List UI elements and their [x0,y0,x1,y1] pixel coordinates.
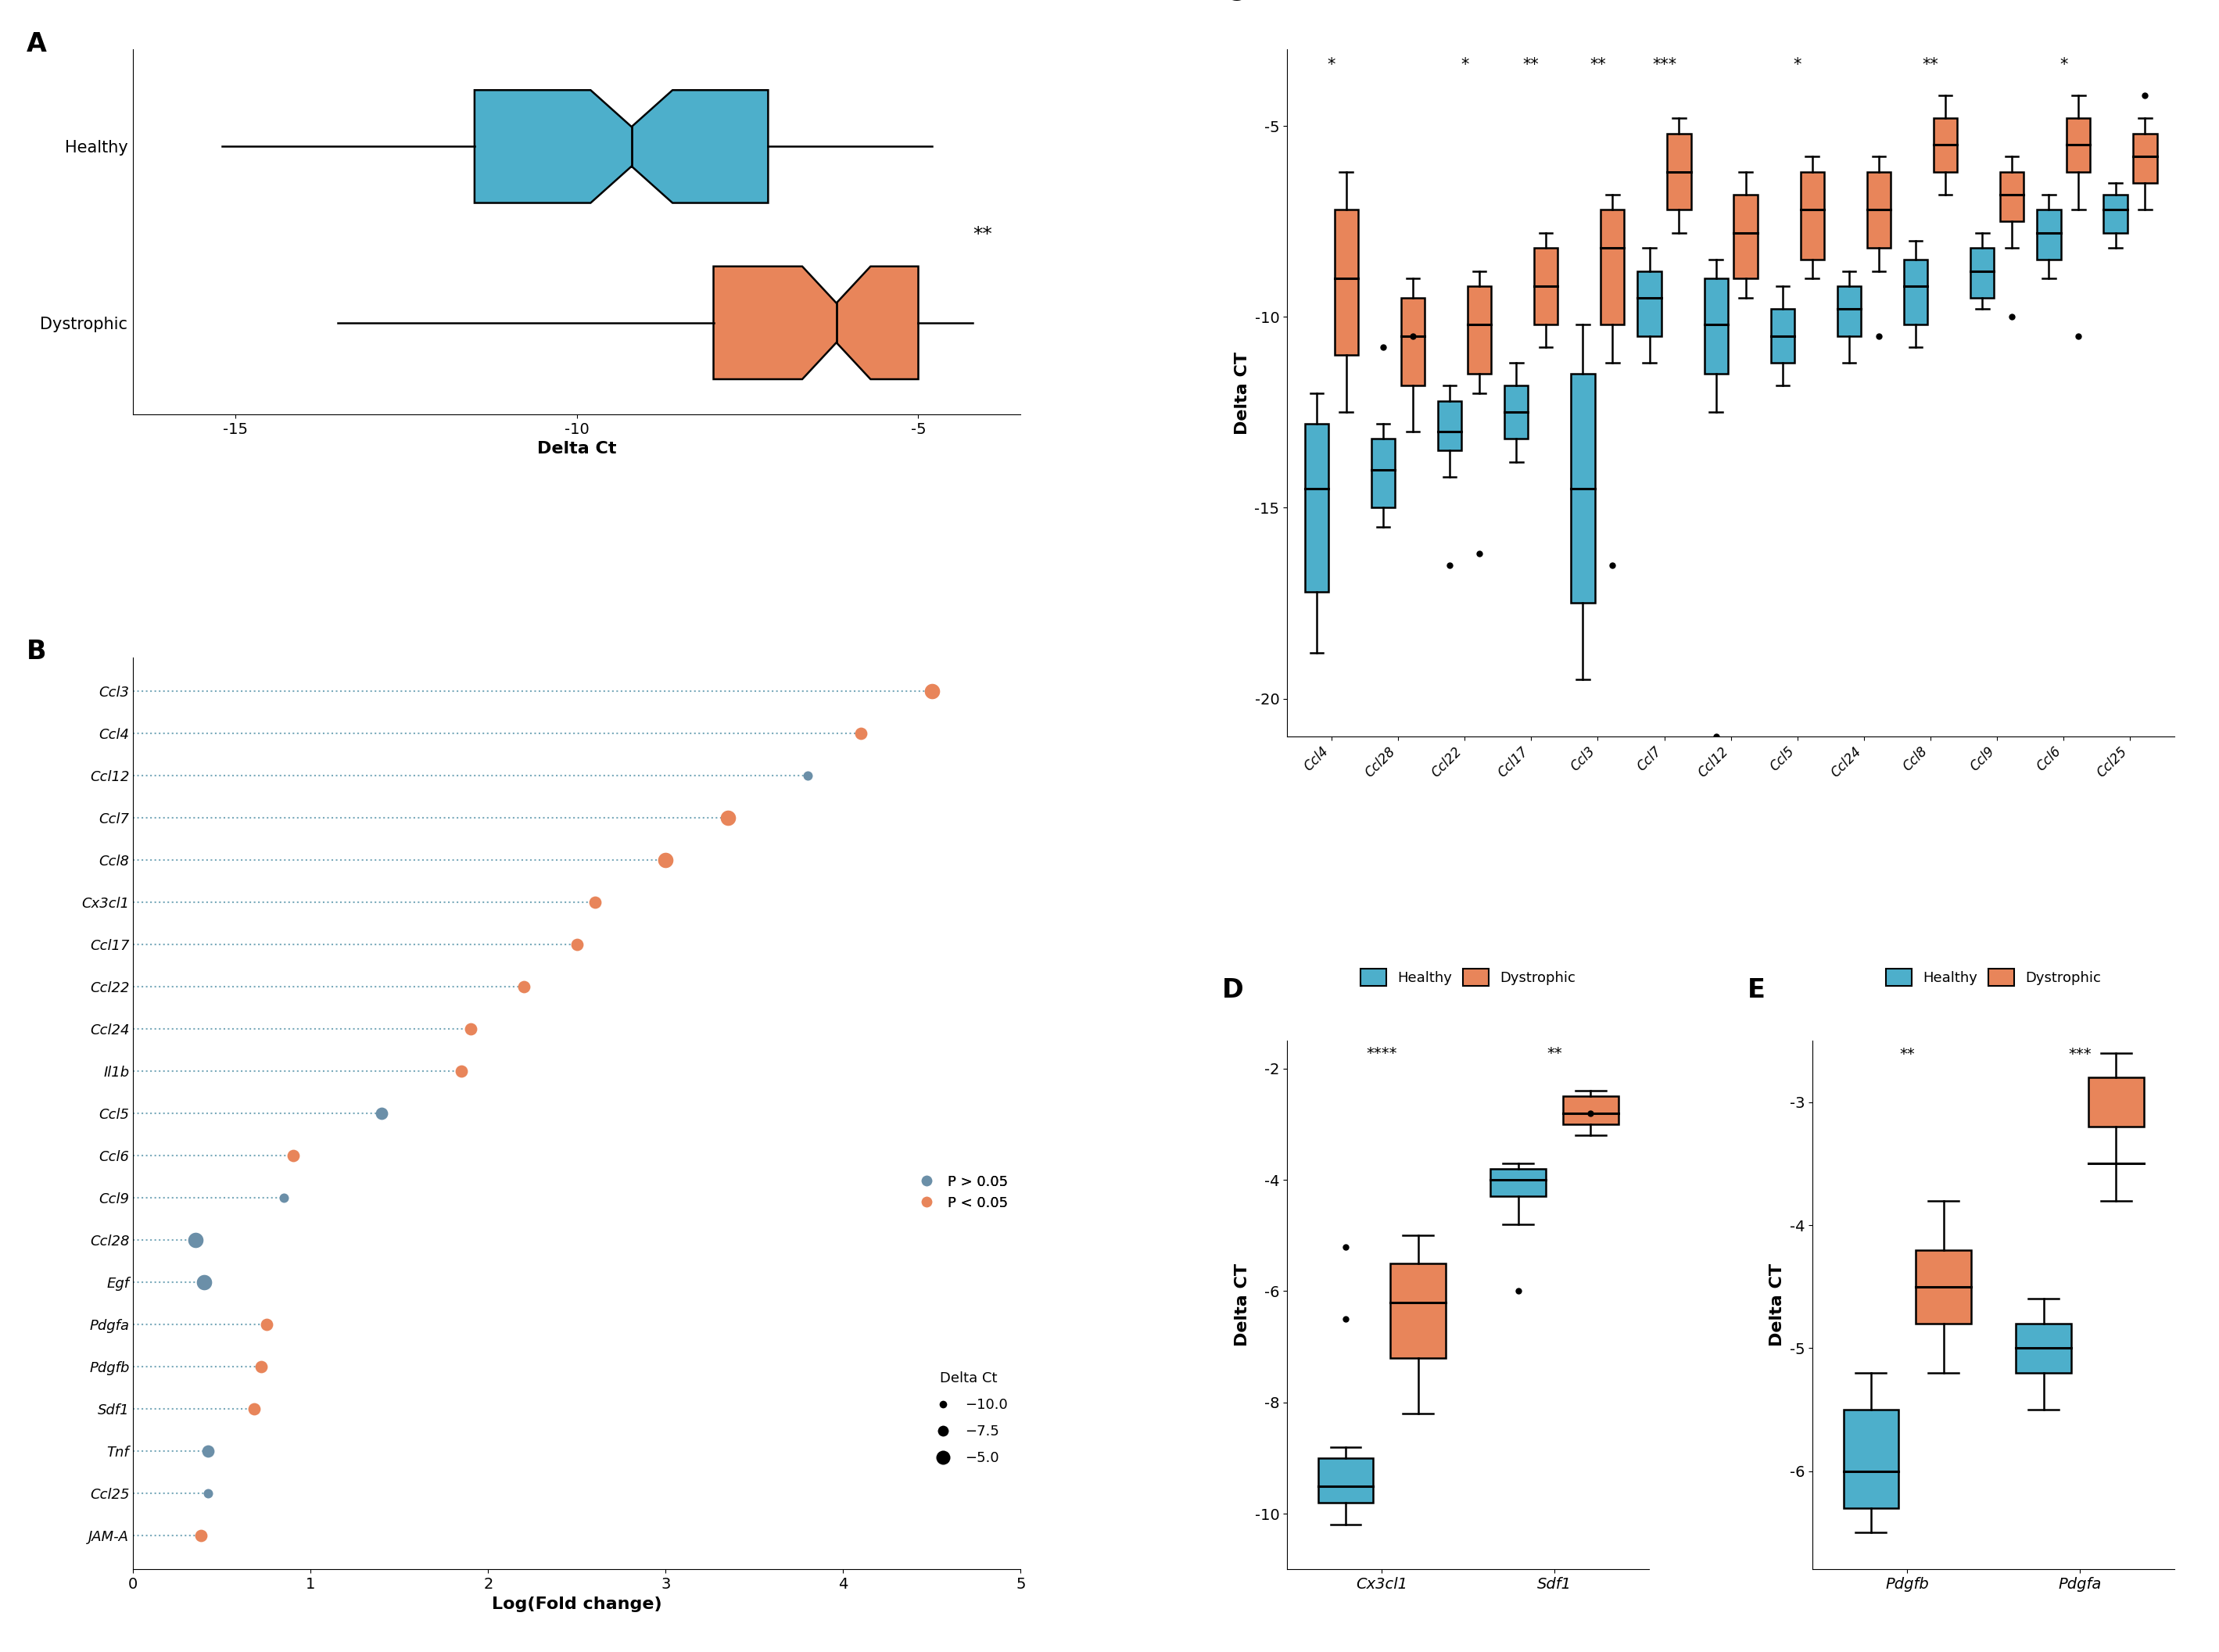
Point [244,1353,280,1379]
Point [843,720,879,747]
Point [914,677,950,704]
Y-axis label: Delta CT: Delta CT [1769,1264,1784,1346]
Bar [1334,210,1358,355]
Bar [1371,439,1396,507]
Bar [2066,119,2090,172]
Point [577,889,612,915]
Bar [1866,172,1891,248]
Bar [2104,195,2128,233]
Text: A: A [27,31,47,58]
Legend: Healthy, Dystrophic: Healthy, Dystrophic [1356,963,1582,991]
Bar [1800,172,1824,259]
Bar [1666,134,1691,210]
Text: B: B [27,639,47,664]
Bar [1844,1409,1899,1508]
Bar [1915,1251,1970,1323]
Point [453,1016,488,1042]
Bar [1933,119,1957,172]
Text: *: * [1460,58,1469,73]
Polygon shape [475,91,768,203]
Point [249,1312,284,1338]
Y-axis label: Delta CT: Delta CT [1234,1264,1249,1346]
Text: **: ** [1547,1046,1562,1061]
Bar [1533,248,1558,324]
Text: **: ** [1899,1047,1915,1062]
Text: ***: *** [2068,1047,2090,1062]
Text: ***: *** [1653,58,1675,73]
Legend: Healthy, Dystrophic: Healthy, Dystrophic [1879,963,2106,991]
Bar [1438,401,1462,451]
Bar [1400,297,1425,385]
Bar [1467,286,1491,373]
Bar [1504,385,1529,439]
Point [710,805,746,831]
Point [559,932,595,958]
Point [790,762,825,788]
Bar [1837,286,1862,335]
Polygon shape [715,266,919,380]
X-axis label: Log(Fold change): Log(Fold change) [493,1596,661,1612]
Bar [2132,134,2157,183]
Bar [1600,210,1624,324]
Bar [1970,248,1995,297]
Text: D: D [1223,978,1243,1003]
Text: *: * [1793,58,1802,73]
Text: *: * [1327,58,1336,73]
Point [182,1523,217,1550]
Bar [1704,279,1729,373]
Point [178,1227,213,1254]
Text: **: ** [1922,58,1939,73]
Text: **: ** [972,225,992,244]
Bar [1904,259,1928,324]
Point [364,1100,399,1127]
Y-axis label: Delta CT: Delta CT [1234,352,1249,434]
Bar [2037,210,2061,259]
Text: ****: **** [1367,1046,1398,1061]
Point [191,1437,226,1464]
Point [444,1057,479,1084]
Bar [2015,1323,2070,1373]
Bar [1999,172,2024,221]
Bar [1638,271,1662,335]
Bar [2088,1077,2144,1127]
Bar [1771,309,1795,363]
Legend: −10.0, −7.5, −5.0: −10.0, −7.5, −5.0 [923,1366,1014,1472]
Point [186,1269,222,1295]
Text: C: C [1225,0,1245,7]
Bar [1491,1168,1547,1196]
Point [235,1396,271,1422]
Point [648,846,683,872]
Text: **: ** [1522,58,1540,73]
Bar [1562,1097,1618,1125]
Bar [1571,373,1595,603]
X-axis label: Delta Ct: Delta Ct [537,441,617,458]
Bar [1305,423,1329,591]
Point [275,1142,311,1168]
Bar [1391,1264,1447,1358]
Point [191,1480,226,1507]
Bar [1733,195,1757,279]
Text: **: ** [1589,58,1607,73]
Text: E: E [1746,978,1764,1003]
Text: *: * [2059,58,2068,73]
Point [266,1184,302,1211]
Bar [1318,1459,1374,1503]
Point [506,973,541,999]
